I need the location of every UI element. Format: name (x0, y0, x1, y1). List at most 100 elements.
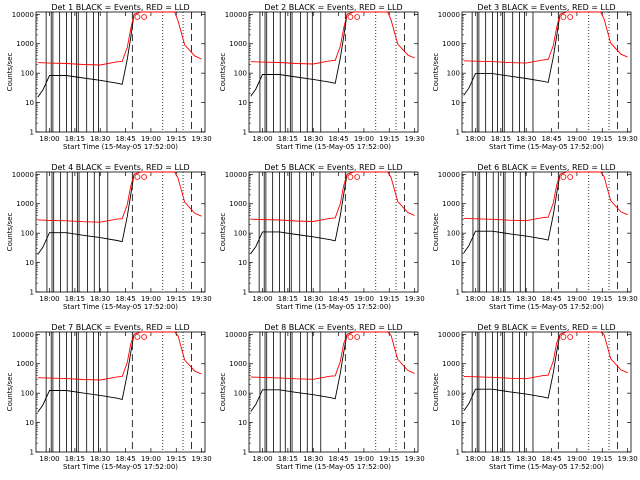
y-tick-label: 10000 (438, 171, 460, 179)
x-tick-label: 19:00 (567, 135, 587, 143)
x-tick-label: 18:15 (278, 455, 298, 463)
x-tick-label: 18:15 (491, 455, 511, 463)
x-tick-label: 19:30 (192, 135, 212, 143)
x-tick-label: 19:00 (141, 135, 161, 143)
x-tick-label: 19:00 (354, 295, 374, 303)
panel-title: Det 7 BLACK = Events, RED = LLD (51, 323, 189, 332)
y-axis-label: Counts/sec (432, 213, 440, 252)
x-tick-label: 18:00 (252, 295, 272, 303)
panel-title: Det 3 BLACK = Events, RED = LLD (477, 3, 615, 12)
panel-det-7: Det 7 BLACK = Events, RED = LLD 1 10 100 100… (6, 323, 212, 471)
y-tick-label: 100 (234, 70, 247, 78)
y-tick-label: 1000 (16, 40, 34, 48)
saturation-marker (567, 14, 574, 20)
y-tick-label: 10000 (225, 171, 247, 179)
panel-det-1: Det 1 BLACK = Events, RED = LLD 1 10 100 100… (6, 3, 212, 151)
y-tick-label: 1 (243, 449, 247, 457)
x-tick-label: 19:15 (166, 135, 186, 143)
series-events-line (250, 331, 354, 412)
saturation-marker (560, 174, 567, 180)
y-tick-label: 10000 (12, 171, 34, 179)
x-tick-label: 19:15 (592, 295, 612, 303)
y-tick-label: 10000 (438, 11, 460, 19)
x-tick-label: 19:15 (166, 295, 186, 303)
x-tick-label: 18:00 (465, 135, 485, 143)
x-tick-label: 19:15 (379, 295, 399, 303)
saturation-marker (347, 14, 354, 20)
panel-det-8: Det 8 BLACK = Events, RED = LLD 1 10 100 100… (219, 323, 425, 471)
y-tick-label: 100 (21, 390, 34, 398)
y-axis-label: Counts/sec (219, 213, 227, 252)
y-tick-label: 100 (447, 70, 460, 78)
saturation-marker (134, 334, 141, 340)
y-tick-label: 1000 (442, 360, 460, 368)
panel-det-3: Det 3 BLACK = Events, RED = LLD 1 10 100 100… (432, 3, 638, 151)
saturation-marker (347, 174, 354, 180)
series-events-line (463, 11, 567, 96)
y-tick-label: 1 (30, 289, 34, 297)
y-axis-label: Counts/sec (432, 53, 440, 92)
x-tick-label: 18:30 (90, 135, 110, 143)
x-axis-label: Start Time (15-May-05 17:52:00) (63, 143, 178, 151)
saturation-marker (354, 14, 361, 20)
x-tick-label: 19:30 (618, 295, 638, 303)
plot-frame (461, 331, 632, 453)
x-tick-label: 18:45 (115, 295, 135, 303)
y-tick-label: 10 (238, 259, 247, 267)
x-axis-label: Start Time (15-May-05 17:52:00) (276, 303, 391, 311)
x-axis-label: Start Time (15-May-05 17:52:00) (63, 303, 178, 311)
x-tick-label: 18:45 (328, 455, 348, 463)
series-lld-line (250, 11, 415, 65)
series-lld-line (37, 11, 202, 66)
x-tick-label: 19:30 (405, 135, 425, 143)
x-tick-label: 19:15 (379, 135, 399, 143)
panel-title: Det 1 BLACK = Events, RED = LLD (51, 3, 189, 12)
y-axis-label: Counts/sec (6, 213, 14, 252)
x-tick-label: 19:00 (354, 455, 374, 463)
saturation-marker (354, 174, 361, 180)
series-lld-line (250, 171, 415, 222)
x-tick-label: 18:45 (328, 135, 348, 143)
plot-frame (35, 11, 206, 133)
x-axis-label: Start Time (15-May-05 17:52:00) (489, 303, 604, 311)
panel-det-2: Det 2 BLACK = Events, RED = LLD 1 10 100 100… (219, 3, 425, 151)
y-tick-label: 10 (25, 99, 34, 107)
x-tick-label: 19:15 (166, 455, 186, 463)
panel-det-4: Det 4 BLACK = Events, RED = LLD 1 10 100 100… (6, 163, 212, 311)
x-tick-label: 19:00 (354, 135, 374, 143)
x-tick-label: 18:15 (491, 295, 511, 303)
y-tick-label: 10 (451, 99, 460, 107)
x-tick-label: 18:45 (541, 135, 561, 143)
panel-title: Det 6 BLACK = Events, RED = LLD (477, 163, 615, 172)
series-events-line (37, 11, 141, 98)
y-tick-label: 10 (238, 419, 247, 427)
x-tick-label: 18:30 (303, 455, 323, 463)
y-tick-label: 10000 (438, 331, 460, 339)
x-axis-label: Start Time (15-May-05 17:52:00) (276, 463, 391, 471)
x-tick-label: 19:30 (618, 135, 638, 143)
y-tick-label: 1 (456, 289, 460, 297)
x-tick-label: 18:30 (516, 295, 536, 303)
plot-frame (461, 11, 632, 133)
plot-frame (461, 171, 632, 293)
panel-title: Det 9 BLACK = Events, RED = LLD (477, 323, 615, 332)
saturation-marker (567, 174, 574, 180)
x-tick-label: 19:30 (618, 455, 638, 463)
y-tick-label: 1000 (229, 360, 247, 368)
y-tick-label: 1 (30, 129, 34, 137)
y-tick-label: 10000 (12, 11, 34, 19)
x-tick-label: 19:00 (141, 295, 161, 303)
saturation-marker (560, 334, 567, 340)
x-axis-label: Start Time (15-May-05 17:52:00) (489, 143, 604, 151)
panel-title: Det 4 BLACK = Events, RED = LLD (51, 163, 189, 172)
saturation-marker (354, 334, 361, 340)
y-tick-label: 1000 (16, 360, 34, 368)
y-tick-label: 10 (451, 259, 460, 267)
y-tick-label: 1 (456, 129, 460, 137)
series-events-line (250, 11, 354, 97)
y-tick-label: 1000 (16, 200, 34, 208)
x-tick-label: 18:15 (65, 135, 85, 143)
x-tick-label: 19:00 (567, 455, 587, 463)
y-axis-label: Counts/sec (219, 373, 227, 412)
